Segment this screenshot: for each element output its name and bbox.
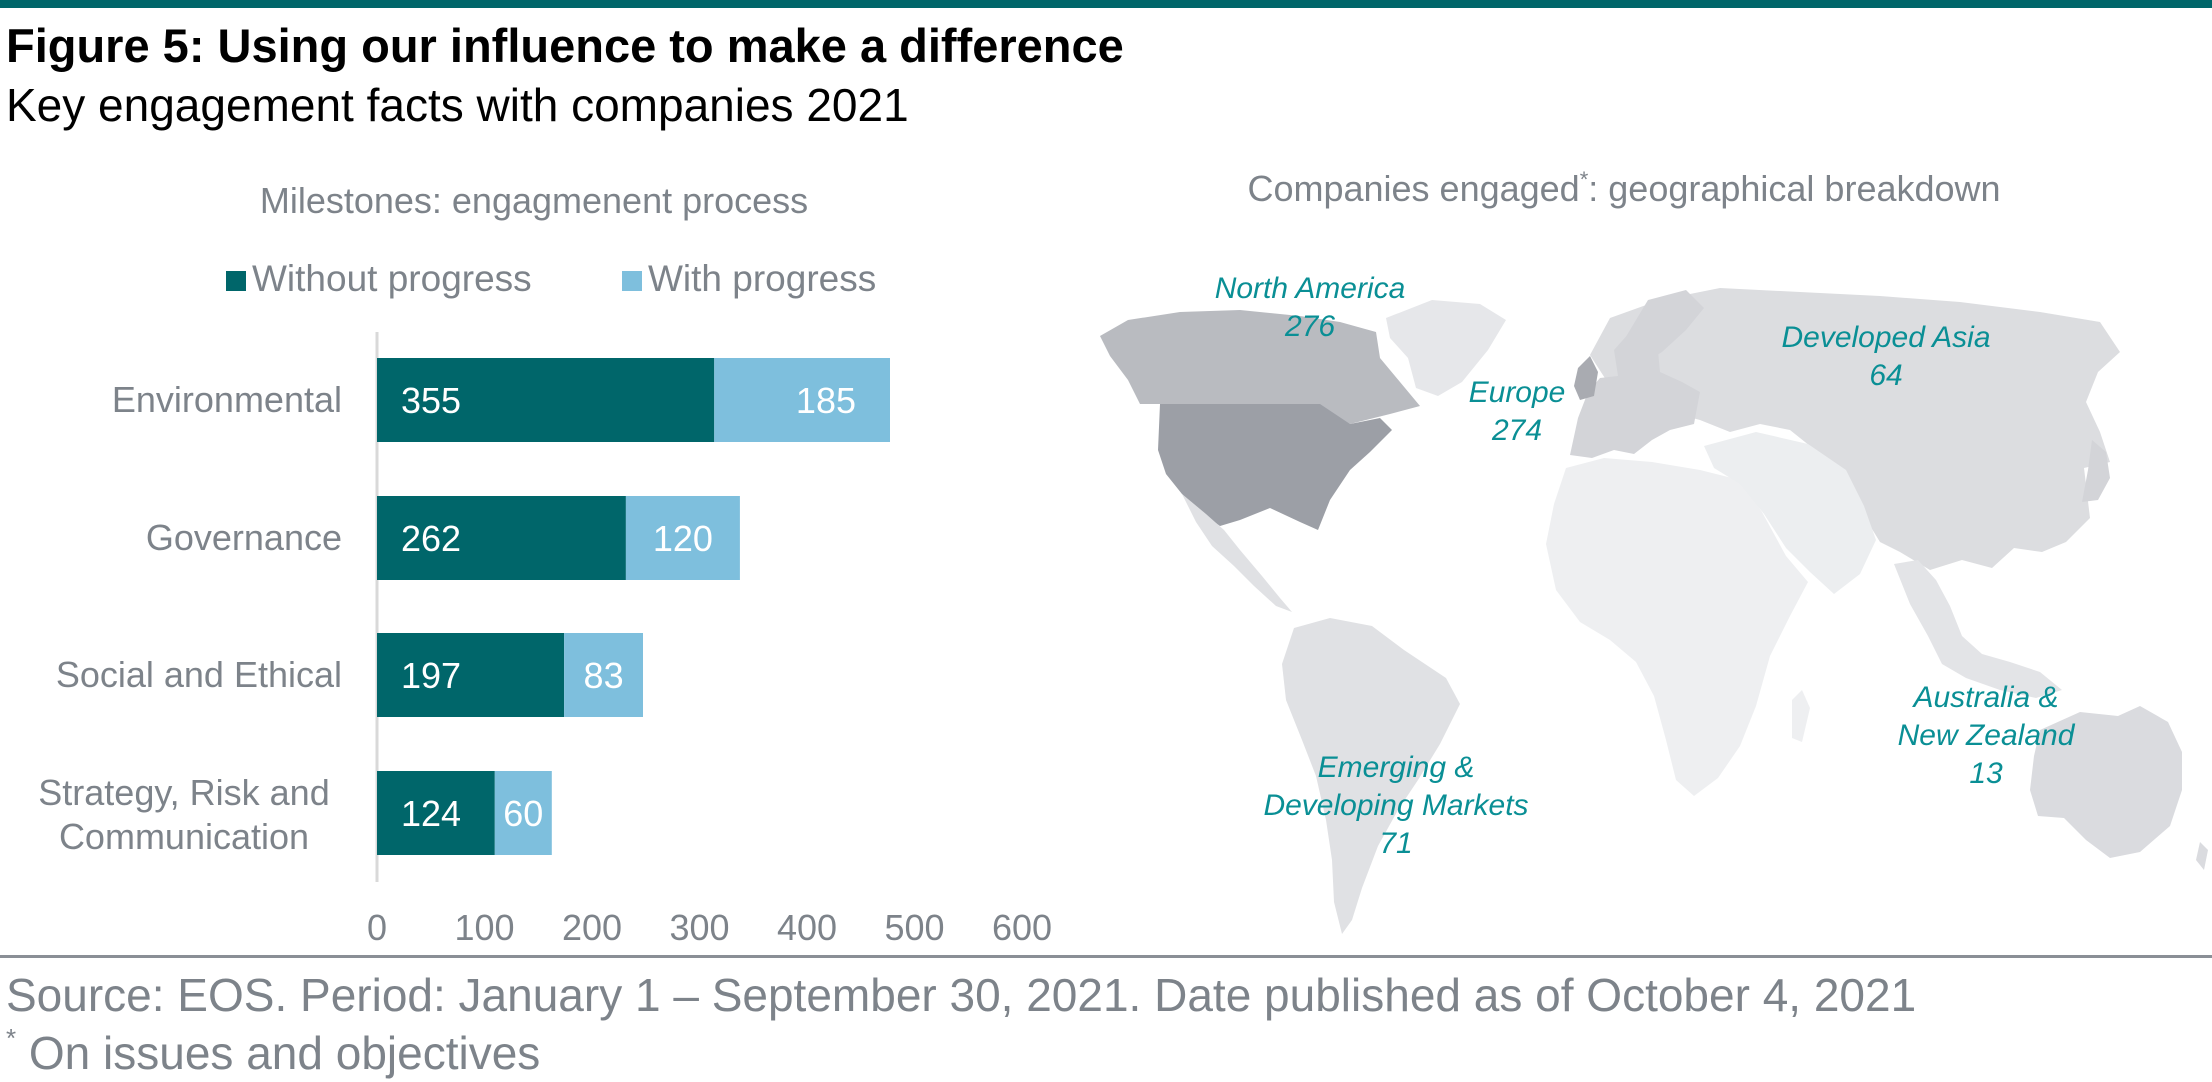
australia-shape [2030, 706, 2182, 858]
legend-swatch-with-progress [622, 271, 642, 291]
bar-value-environmental-with-progress: 185 [796, 380, 856, 421]
category-labels: Environmental Governance Social and Ethica… [38, 379, 342, 857]
footnote-text: On issues and objectives [16, 1027, 541, 1079]
svg-text:71: 71 [1379, 827, 1412, 860]
x-tick-100: 100 [454, 907, 514, 948]
scandinavia-shape [1624, 290, 1704, 362]
legend-label-without-progress: Without progress [252, 258, 532, 299]
bottom-rule [0, 955, 2212, 958]
central-america-shape [1182, 494, 1292, 612]
japan-shape [2082, 440, 2110, 502]
bar-value-social-and-ethical-with-progress: 83 [584, 655, 624, 696]
usa-shape [1158, 404, 1392, 530]
world-map: Companies engaged*: geographical breakdo… [1100, 167, 2208, 934]
bar-chart: Milestones: engagmenent process Without … [38, 180, 1052, 948]
southeast-asia-shape [1894, 560, 2062, 698]
svg-text:Australia &: Australia & [1911, 681, 2058, 714]
legend-swatch-without-progress [226, 271, 246, 291]
bar-value-strategy-risk-and-communication-without-progress: 124 [401, 793, 461, 834]
south-asia-shape [1704, 432, 1876, 594]
svg-text:Developed Asia: Developed Asia [1781, 321, 1990, 354]
x-tick-300: 300 [669, 907, 729, 948]
category-label-environmental: Environmental [112, 379, 342, 420]
map-title: Companies engaged*: geographical breakdo… [1247, 167, 2000, 209]
svg-text:Developing Markets: Developing Markets [1263, 789, 1528, 822]
canada-shape [1100, 310, 1420, 424]
developed-asia-shape [1590, 288, 2120, 570]
south-america-shape [1282, 618, 1460, 934]
bar-value-social-and-ethical-without-progress: 197 [401, 655, 461, 696]
svg-text:64: 64 [1869, 359, 1902, 392]
footnote: * On issues and objectives [6, 1022, 541, 1080]
bar-value-governance-with-progress: 120 [653, 518, 713, 559]
figure-title: Figure 5: Using our influence to make a … [6, 19, 1124, 72]
category-label-strategy-risk-and-communication: Strategy, Risk and Communication [38, 772, 329, 857]
bar-governance-without-progress [377, 496, 626, 580]
bar-value-governance-without-progress: 262 [401, 518, 461, 559]
bar-governance-with-progress [625, 496, 740, 580]
top-rule [0, 0, 2212, 8]
bars-group [377, 358, 890, 855]
svg-text:13: 13 [1969, 757, 2003, 790]
bar-social-and-ethical-with-progress [564, 633, 643, 717]
x-tick-0: 0 [367, 907, 387, 948]
bar-environmental-with-progress [714, 358, 890, 442]
greenland-shape [1386, 300, 1506, 396]
svg-text:North America: North America [1215, 272, 1406, 305]
bar-strategy-risk-and-communication-with-progress [494, 771, 552, 855]
x-tick-400: 400 [777, 907, 837, 948]
legend-label-with-progress: With progress [648, 258, 876, 299]
legend: Without progress With progress [226, 258, 876, 299]
bar-value-labels: 355 185 262 120 197 83 124 60 [401, 380, 856, 834]
x-axis-tick-labels: 0 100 200 300 400 500 600 [367, 907, 1052, 948]
svg-text:New Zealand: New Zealand [1898, 719, 2076, 752]
svg-text:Europe: Europe [1469, 376, 1566, 409]
svg-text:274: 274 [1491, 414, 1542, 447]
category-label-governance: Governance [146, 517, 342, 558]
region-label-emerging: Emerging & Developing Markets 71 [1263, 751, 1528, 860]
x-tick-600: 600 [992, 907, 1052, 948]
new-zealand-shape [2196, 842, 2208, 870]
africa-shape [1546, 458, 1808, 796]
svg-text:Emerging &: Emerging & [1318, 751, 1475, 784]
madagascar-shape [1792, 690, 1810, 742]
bar-environmental-without-progress [377, 358, 715, 442]
bar-value-strategy-risk-and-communication-with-progress: 60 [503, 793, 543, 834]
x-tick-200: 200 [562, 907, 622, 948]
uk-shape [1574, 356, 1598, 400]
footnote-mark: * [6, 1022, 17, 1053]
europe-shape [1570, 330, 1700, 458]
svg-text:276: 276 [1284, 310, 1335, 343]
category-label-social-and-ethical: Social and Ethical [56, 654, 342, 695]
bar-strategy-risk-and-communication-without-progress [377, 771, 495, 855]
figure-subtitle: Key engagement facts with companies 2021 [6, 79, 909, 131]
source-note: Source: EOS. Period: January 1 – Septemb… [6, 969, 1917, 1021]
region-label-europe: Europe 274 [1469, 376, 1566, 447]
region-label-north-america: North America 276 [1215, 272, 1406, 343]
x-tick-500: 500 [884, 907, 944, 948]
region-label-australia-nz: Australia & New Zealand 13 [1898, 681, 2076, 790]
bar-value-environmental-without-progress: 355 [401, 380, 461, 421]
bar-social-and-ethical-without-progress [377, 633, 565, 717]
region-label-developed-asia: Developed Asia 64 [1781, 321, 1990, 392]
chart-title: Milestones: engagmenent process [260, 180, 808, 221]
